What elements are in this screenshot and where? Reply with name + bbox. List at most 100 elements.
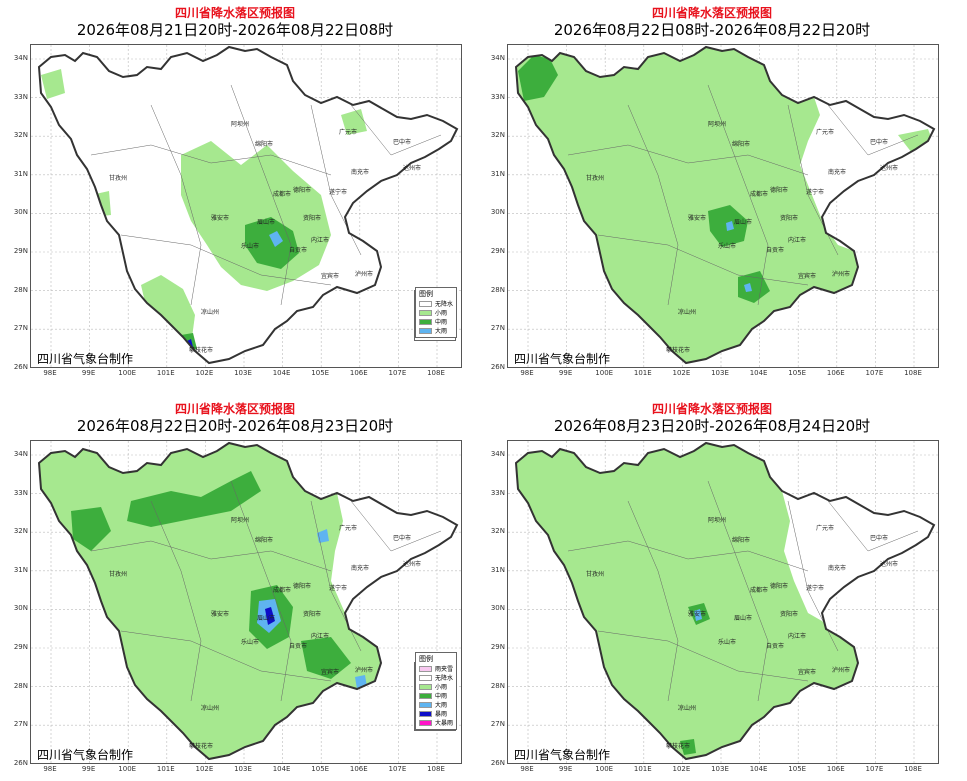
longitude-label: 106E: [349, 765, 368, 773]
longitude-label: 102E: [672, 369, 691, 377]
legend-swatch: [419, 683, 432, 690]
legend-title: 图例: [419, 655, 433, 663]
forecast-period: 2026年08月22日20时-2026年08月23日20时: [76, 417, 394, 435]
longitude-label: 98E: [43, 369, 57, 377]
city-label: 广元市: [816, 129, 835, 136]
latitude-label: 33N: [490, 92, 505, 101]
issuer-credit: 四川省气象台制作: [514, 352, 611, 366]
district-boundary: [567, 144, 809, 176]
legend-item: 小雨: [419, 682, 453, 691]
city-label: 攀枝花市: [189, 743, 214, 750]
city-label: 宜宾市: [798, 273, 817, 280]
forecast-panel-4: 四川省降水落区预报图 2026年08月23日20时-2026年08月24日20时阿…: [415, 396, 947, 776]
city-label: 甘孜州: [109, 571, 128, 578]
city-label: 泸州市: [832, 667, 851, 674]
longitude-label: 98E: [43, 765, 57, 773]
district-boundary: [350, 500, 442, 552]
rain-area-light: [341, 109, 367, 135]
city-label: 德阳市: [770, 583, 789, 590]
longitude-label: 107E: [865, 369, 884, 377]
precipitation-map: [31, 441, 461, 763]
longitude-label: 99E: [558, 369, 573, 377]
legend-label: 大雨: [435, 328, 448, 335]
rain-area-light: [516, 443, 858, 759]
legend-item: 大暴雨: [419, 718, 453, 727]
province-boundary: [514, 45, 936, 365]
city-label: 资阳市: [303, 215, 322, 222]
legend-label: 雨夹雪: [435, 666, 454, 673]
latitude-label: 33N: [13, 488, 28, 497]
map-frame: 阿坝州 甘孜州 绵阳市 广元市 巴中市 达州市 南充市 遂宁市 德阳市 成都市 雅安市 眉山市 资阳市内…: [30, 44, 462, 368]
legend-item: 大雨: [419, 700, 453, 709]
city-label: 广元市: [339, 129, 358, 136]
latitude-label: 31N: [13, 565, 28, 574]
city-label: 甘孜州: [586, 175, 605, 182]
longitude-label: 107E: [388, 765, 407, 773]
legend-swatch: [419, 719, 432, 726]
latitude-label: 29N: [13, 643, 28, 651]
district-boundary: [120, 630, 332, 682]
city-label: 阿坝州: [708, 121, 727, 128]
city-label: 达州市: [880, 561, 899, 568]
latitude-label: 28N: [490, 681, 505, 690]
longitude-label: 108E: [904, 765, 922, 773]
city-label: 成都市: [273, 587, 292, 594]
legend-item: 中雨: [419, 317, 453, 326]
district-boundary: [567, 540, 809, 572]
latitude-label: 32N: [490, 527, 505, 536]
rain-area-heavy: [317, 529, 329, 543]
longitude-label: 103E: [711, 369, 729, 377]
legend-label: 小雨: [435, 684, 448, 691]
latitude-label: 29N: [490, 247, 505, 255]
city-label: 资阳市: [780, 611, 799, 618]
latitude-label: 26N: [490, 758, 505, 767]
province-boundary: [514, 441, 936, 761]
city-label: 甘孜州: [109, 175, 128, 182]
city-label: 雅安市: [688, 215, 707, 222]
district-boundary: [230, 84, 292, 306]
district-boundary: [90, 540, 332, 572]
rain-area-moderate: [680, 739, 696, 755]
longitude-label: 106E: [826, 765, 845, 773]
rain-area-light: [896, 553, 928, 575]
latitude-label: 30N: [13, 208, 28, 217]
district-boundary: [627, 500, 679, 702]
city-label: 阿坝州: [708, 517, 727, 524]
rain-area-heavy: [726, 221, 734, 231]
city-label: 甘孜州: [586, 571, 605, 578]
city-label: 自贡市: [766, 643, 785, 650]
city-label: 眉山市: [257, 615, 276, 622]
city-label: 眉山市: [734, 219, 753, 226]
city-label: 内江市: [788, 237, 807, 244]
legend-item: 无降水: [419, 299, 453, 308]
city-label: 攀枝花市: [666, 743, 691, 750]
longitude-label: 107E: [388, 369, 407, 377]
forecast-period: 2026年08月21日20时-2026年08月22日08时: [76, 21, 394, 39]
city-label: 绵阳市: [255, 141, 274, 148]
legend-swatch: [419, 327, 432, 334]
district-boundary: [120, 234, 332, 286]
district-boundary: [597, 234, 809, 286]
district-boundary: [230, 480, 292, 702]
city-label: 自贡市: [766, 247, 785, 254]
city-label: 乐山市: [241, 243, 260, 250]
city-label: 南充市: [351, 169, 370, 176]
longitude-label: 100E: [118, 369, 137, 377]
city-label: 德阳市: [293, 583, 312, 590]
latitude-label: 26N: [13, 362, 28, 371]
forecast-period: 2026年08月23日20时-2026年08月24日20时: [553, 417, 871, 435]
issuer-credit: 四川省气象台制作: [37, 352, 134, 366]
city-label: 广元市: [816, 525, 835, 532]
map-title: 四川省降水落区预报图: [174, 402, 295, 416]
longitude-label: 107E: [865, 765, 884, 773]
city-label: 雅安市: [211, 215, 230, 222]
legend-item: 小雨: [419, 308, 453, 317]
longitude-label: 105E: [788, 369, 807, 377]
latitude-label: 31N: [490, 169, 505, 178]
legend-title: 图例: [419, 290, 433, 298]
city-label: 资阳市: [303, 611, 322, 618]
city-label: 凉山州: [678, 705, 697, 712]
legend-label: 暴雨: [435, 711, 448, 718]
map-title: 四川省降水落区预报图: [174, 6, 295, 20]
longitude-label: 98E: [520, 765, 534, 773]
